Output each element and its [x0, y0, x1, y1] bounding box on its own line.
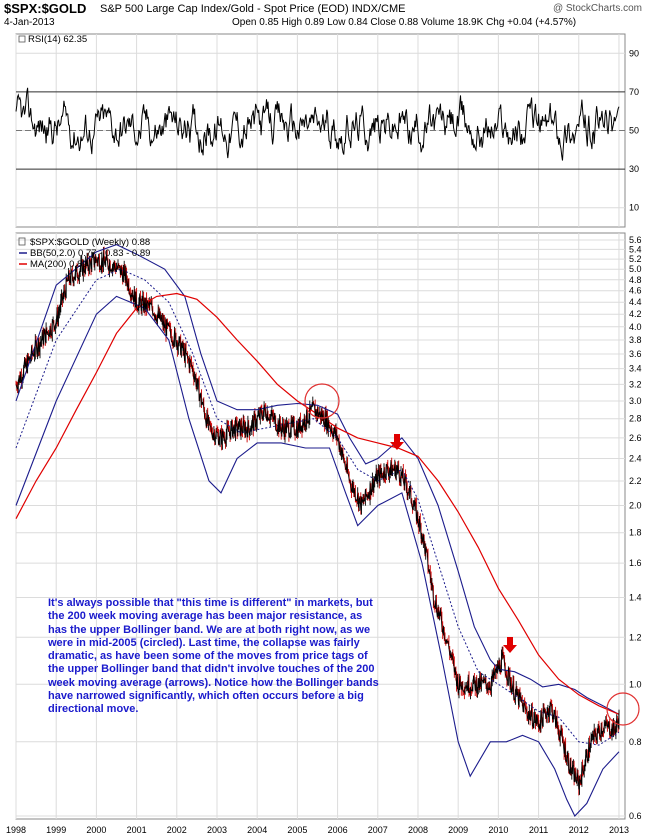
ma200-line [15, 292, 620, 715]
rsi-y-tick-label: 10 [629, 203, 639, 213]
annotation-circle-2013 [606, 692, 640, 726]
quote-summary: Open 0.85 High 0.89 Low 0.84 Close 0.88 … [232, 17, 577, 28]
x-tick-label: 2001 [127, 825, 147, 835]
x-tick-label: 1999 [46, 825, 66, 835]
price-y-tick-label: 4.6 [629, 286, 642, 296]
price-y-tick-label: 3.4 [629, 364, 642, 374]
price-y-tick-label: 0.6 [629, 811, 642, 821]
x-tick-label: 2013 [609, 825, 629, 835]
chart-header: $SPX:$GOLD S&P 500 Large Cap Index/Gold … [0, 0, 670, 34]
price-y-tick-label: 3.0 [629, 396, 642, 406]
price-y-tick-label: 2.6 [629, 433, 642, 443]
price-y-tick-label: 4.2 [629, 309, 642, 319]
price-y-tick-label: 2.2 [629, 476, 642, 486]
x-tick-label: 2002 [167, 825, 187, 835]
annotation-circle-2005 [304, 383, 340, 419]
price-y-tick-label: 1.8 [629, 528, 642, 538]
exchange-text: INDX/CME [351, 3, 406, 15]
x-tick-label: 2006 [328, 825, 348, 835]
price-panel: 0.6 0.8 1.0 1.2 1.4 1.6 1.8 2.0 2.2 2.4 2.6 2.8 3.0 3… [6, 232, 642, 835]
x-tick-label: 1998 [6, 825, 26, 835]
x-tick-label: 2010 [488, 825, 508, 835]
description-text: S&P 500 Large Cap Index/Gold - Spot Pric… [100, 3, 349, 15]
bollinger-upper-line [15, 244, 620, 715]
rsi-y-tick-label: 30 [629, 164, 639, 174]
price-y-tick-label: 0.8 [629, 737, 642, 747]
rsi-reference-lines [16, 91, 625, 170]
rsi-y-ticks: 10 30 50 70 90 [629, 48, 639, 212]
arrow-2007 [390, 434, 404, 450]
price-y-ticks: 0.6 0.8 1.0 1.2 1.4 1.6 1.8 2.0 2.2 2.4 2.6 2.8 3.0 3… [629, 235, 642, 821]
price-legend-label: $SPX:$GOLD (Weekly) 0.88 [30, 237, 150, 248]
price-y-tick-label: 5.2 [629, 254, 642, 264]
rsi-y-tick-label: 90 [629, 48, 639, 58]
chart-symbol: $SPX:$GOLD [4, 1, 87, 16]
price-y-tick-label: 2.0 [629, 501, 642, 511]
price-y-tick-label: 3.8 [629, 335, 642, 345]
price-y-tick-label: 4.4 [629, 297, 642, 307]
price-y-tick-label: 3.6 [629, 349, 642, 359]
price-y-tick-label: 5.4 [629, 244, 642, 254]
arrow-2010 [503, 637, 517, 653]
bollinger-lower-line [15, 295, 620, 817]
price-legend-label: MA(200) 0.89 [30, 259, 88, 270]
rsi-legend-label: RSI(14) 62.35 [28, 34, 87, 45]
price-y-tick-label: 5.6 [629, 235, 642, 245]
rsi-line [15, 87, 620, 161]
x-tick-label: 2003 [207, 825, 227, 835]
price-panel-frame [15, 232, 626, 820]
x-axis-ticks: 1998 1999 2000 2001 2002 2003 2004 2005 2006 2007… [6, 825, 629, 835]
price-y-tick-label: 2.4 [629, 454, 642, 464]
price-y-tick-label: 1.6 [629, 558, 642, 568]
x-tick-label: 2004 [247, 825, 267, 835]
price-y-tick-label: 1.4 [629, 592, 642, 602]
rsi-panel: 10 30 50 70 90 RSI(14) 62.35 [15, 33, 639, 228]
annotation-note: It's always possible that "this time is … [48, 597, 379, 716]
x-tick-label: 2000 [86, 825, 106, 835]
price-y-tick-label: 2.8 [629, 414, 642, 424]
copyright-text: @ StockCharts.com [552, 3, 642, 14]
rsi-legend-swatch [18, 35, 26, 43]
x-tick-label: 2009 [448, 825, 468, 835]
x-tick-label: 2012 [569, 825, 589, 835]
x-tick-label: 2007 [368, 825, 388, 835]
x-tick-label: 2011 [529, 825, 548, 835]
chart-date: 4-Jan-2013 [4, 17, 55, 28]
price-y-tick-label: 1.2 [629, 632, 642, 642]
rsi-legend: RSI(14) 62.35 [18, 34, 87, 45]
price-y-tick-label: 5.0 [629, 264, 642, 274]
price-y-tick-label: 3.2 [629, 379, 642, 389]
price-legend-label: BB(50,2.0) 0.77 - 0.83 - 0.89 [30, 248, 150, 259]
price-y-tick-label: 4.0 [629, 322, 642, 332]
price-y-tick-label: 1.0 [629, 679, 642, 689]
price-legend-swatch [18, 237, 26, 246]
rsi-y-tick-label: 70 [629, 87, 639, 97]
x-tick-label: 2008 [408, 825, 428, 835]
rsi-y-tick-label: 50 [629, 126, 639, 136]
chart-description: S&P 500 Large Cap Index/Gold - Spot Pric… [100, 3, 406, 15]
price-line [15, 252, 620, 790]
x-tick-label: 2005 [287, 825, 307, 835]
price-y-tick-label: 4.8 [629, 275, 642, 285]
bollinger-mid-line [15, 268, 620, 746]
